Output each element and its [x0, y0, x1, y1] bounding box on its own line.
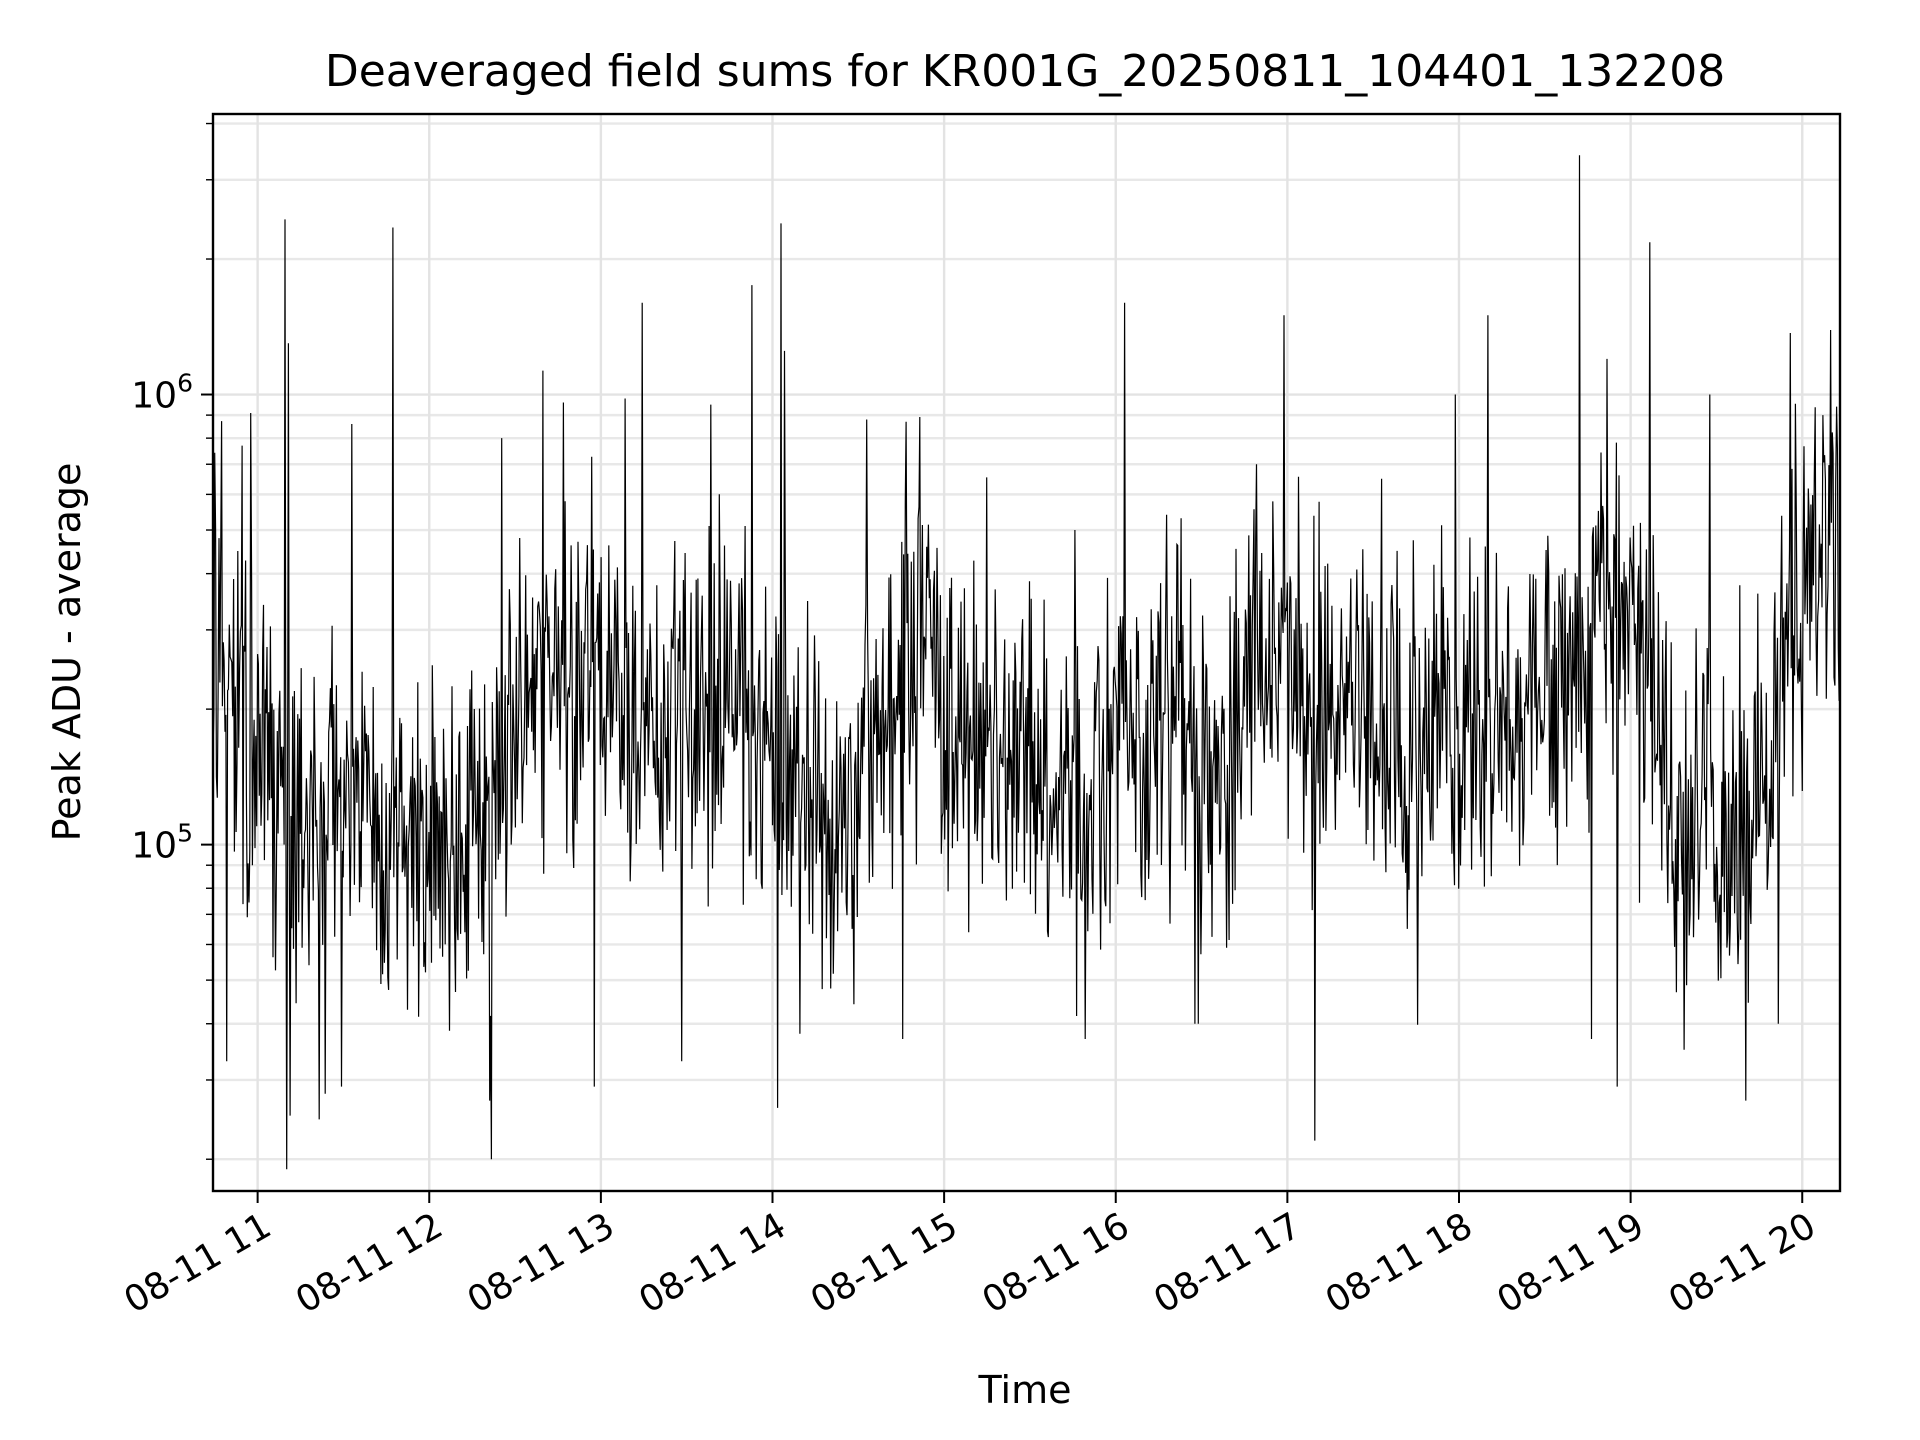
- y-tick-label-exponent: 5: [177, 819, 193, 848]
- x-tick-label: 08-11 11: [117, 1205, 278, 1321]
- x-tick-label: 08-11 19: [1490, 1205, 1651, 1321]
- x-tick-label: 08-11 20: [1662, 1205, 1823, 1321]
- y-tick-label-base: 10: [131, 826, 177, 867]
- x-tick-label: 08-11 16: [976, 1205, 1137, 1321]
- series-layer: [212, 155, 1841, 1170]
- x-axis-label: Time: [978, 1368, 1072, 1412]
- x-axis: 08-11 11 08-11 12 08-11 13 08-11 14 08-11 15…: [117, 1191, 1823, 1322]
- grid: [213, 114, 1840, 1191]
- chart-title: Deaveraged field sums for KR001G_2025081…: [325, 46, 1725, 97]
- y-tick-label-base: 10: [131, 376, 177, 417]
- x-tick-label: 08-11 15: [804, 1205, 965, 1321]
- x-tick-label: 08-11 13: [461, 1205, 622, 1321]
- plot-frame: [211, 112, 1842, 1193]
- x-tick-label: 08-11 17: [1147, 1205, 1308, 1321]
- y-tick-label: 106: [131, 369, 193, 417]
- y-axis-label: Peak ADU - average: [45, 463, 89, 842]
- series-line: [212, 155, 1841, 1170]
- y-tick-label-exponent: 6: [177, 369, 193, 398]
- x-tick-label: 08-11 12: [289, 1205, 450, 1321]
- x-tick-label: 08-11 18: [1319, 1205, 1480, 1321]
- y-tick-label: 105: [131, 819, 193, 867]
- x-tick-label: 08-11 14: [632, 1205, 793, 1321]
